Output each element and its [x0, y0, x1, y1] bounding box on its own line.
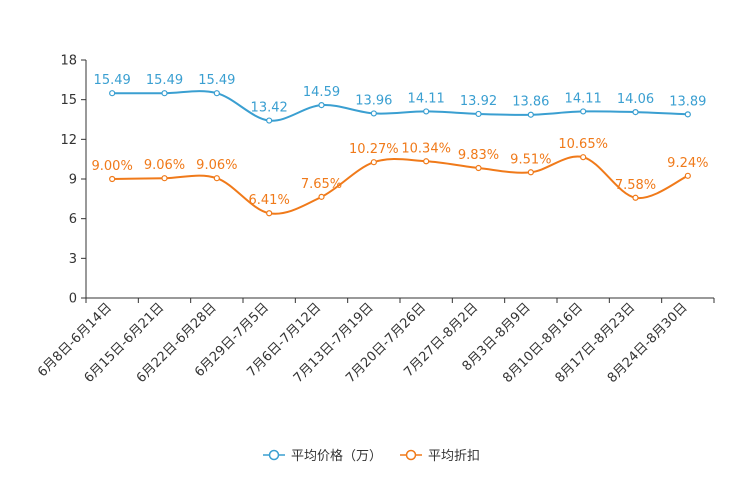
data-label: 15.49 — [94, 73, 131, 88]
data-point[interactable] — [684, 111, 691, 118]
data-label: 14.06 — [617, 92, 654, 107]
data-label: 6.41% — [249, 193, 290, 208]
data-point[interactable] — [318, 193, 325, 200]
data-point[interactable] — [213, 90, 220, 97]
data-label: 9.06% — [144, 158, 185, 173]
data-point[interactable] — [266, 210, 273, 217]
legend-circle-marker — [405, 449, 417, 461]
data-label: 7.65% — [301, 177, 342, 192]
data-label: 13.42 — [251, 101, 288, 116]
data-point[interactable] — [370, 110, 377, 117]
y-tick-label: 0 — [69, 292, 77, 307]
data-point[interactable] — [475, 164, 482, 172]
data-point[interactable] — [423, 108, 430, 115]
data-point[interactable] — [580, 108, 587, 115]
data-point[interactable] — [580, 154, 587, 161]
data-label: 9.06% — [196, 158, 237, 173]
legend-label[interactable]: 平均价格（万） — [291, 448, 382, 464]
data-point[interactable] — [109, 175, 116, 183]
data-point[interactable] — [266, 117, 273, 124]
data-point[interactable] — [632, 108, 639, 116]
data-label: 9.83% — [458, 148, 499, 163]
data-label: 14.11 — [408, 91, 445, 106]
y-tick-label: 15 — [60, 93, 77, 108]
data-label: 9.00% — [92, 159, 133, 174]
data-label: 10.34% — [401, 141, 451, 156]
series-line-avg-price — [112, 90, 688, 122]
y-tick-label: 18 — [60, 54, 77, 69]
y-tick-label: 9 — [69, 173, 77, 188]
data-label: 9.24% — [667, 156, 708, 171]
data-point[interactable] — [423, 158, 430, 165]
data-label: 13.89 — [669, 94, 706, 109]
data-label: 10.65% — [558, 137, 608, 152]
data-label: 7.58% — [615, 178, 656, 193]
legend-circle-marker — [268, 449, 280, 461]
data-point[interactable] — [161, 175, 168, 182]
y-tick-label: 3 — [69, 252, 77, 267]
data-label: 13.86 — [512, 95, 549, 110]
data-point[interactable] — [684, 172, 691, 179]
data-label: 15.49 — [146, 73, 183, 88]
data-point[interactable] — [527, 111, 534, 118]
data-point[interactable] — [161, 90, 168, 97]
data-point[interactable] — [109, 90, 116, 97]
y-tick-label: 12 — [60, 133, 77, 148]
data-label: 14.11 — [565, 91, 602, 106]
y-tick-label: 6 — [69, 212, 77, 227]
data-label: 10.27% — [349, 142, 399, 157]
data-label: 13.96 — [355, 93, 392, 108]
data-point[interactable] — [475, 110, 482, 118]
data-point[interactable] — [213, 175, 220, 182]
data-point[interactable] — [318, 101, 325, 109]
data-point[interactable] — [632, 194, 639, 201]
data-point[interactable] — [370, 159, 377, 166]
data-point[interactable] — [527, 169, 534, 176]
data-label: 14.59 — [303, 85, 340, 100]
data-label: 15.49 — [198, 73, 235, 88]
data-label: 13.92 — [460, 94, 497, 109]
legend-label[interactable]: 平均折扣 — [428, 449, 480, 464]
data-label: 9.51% — [510, 152, 551, 167]
